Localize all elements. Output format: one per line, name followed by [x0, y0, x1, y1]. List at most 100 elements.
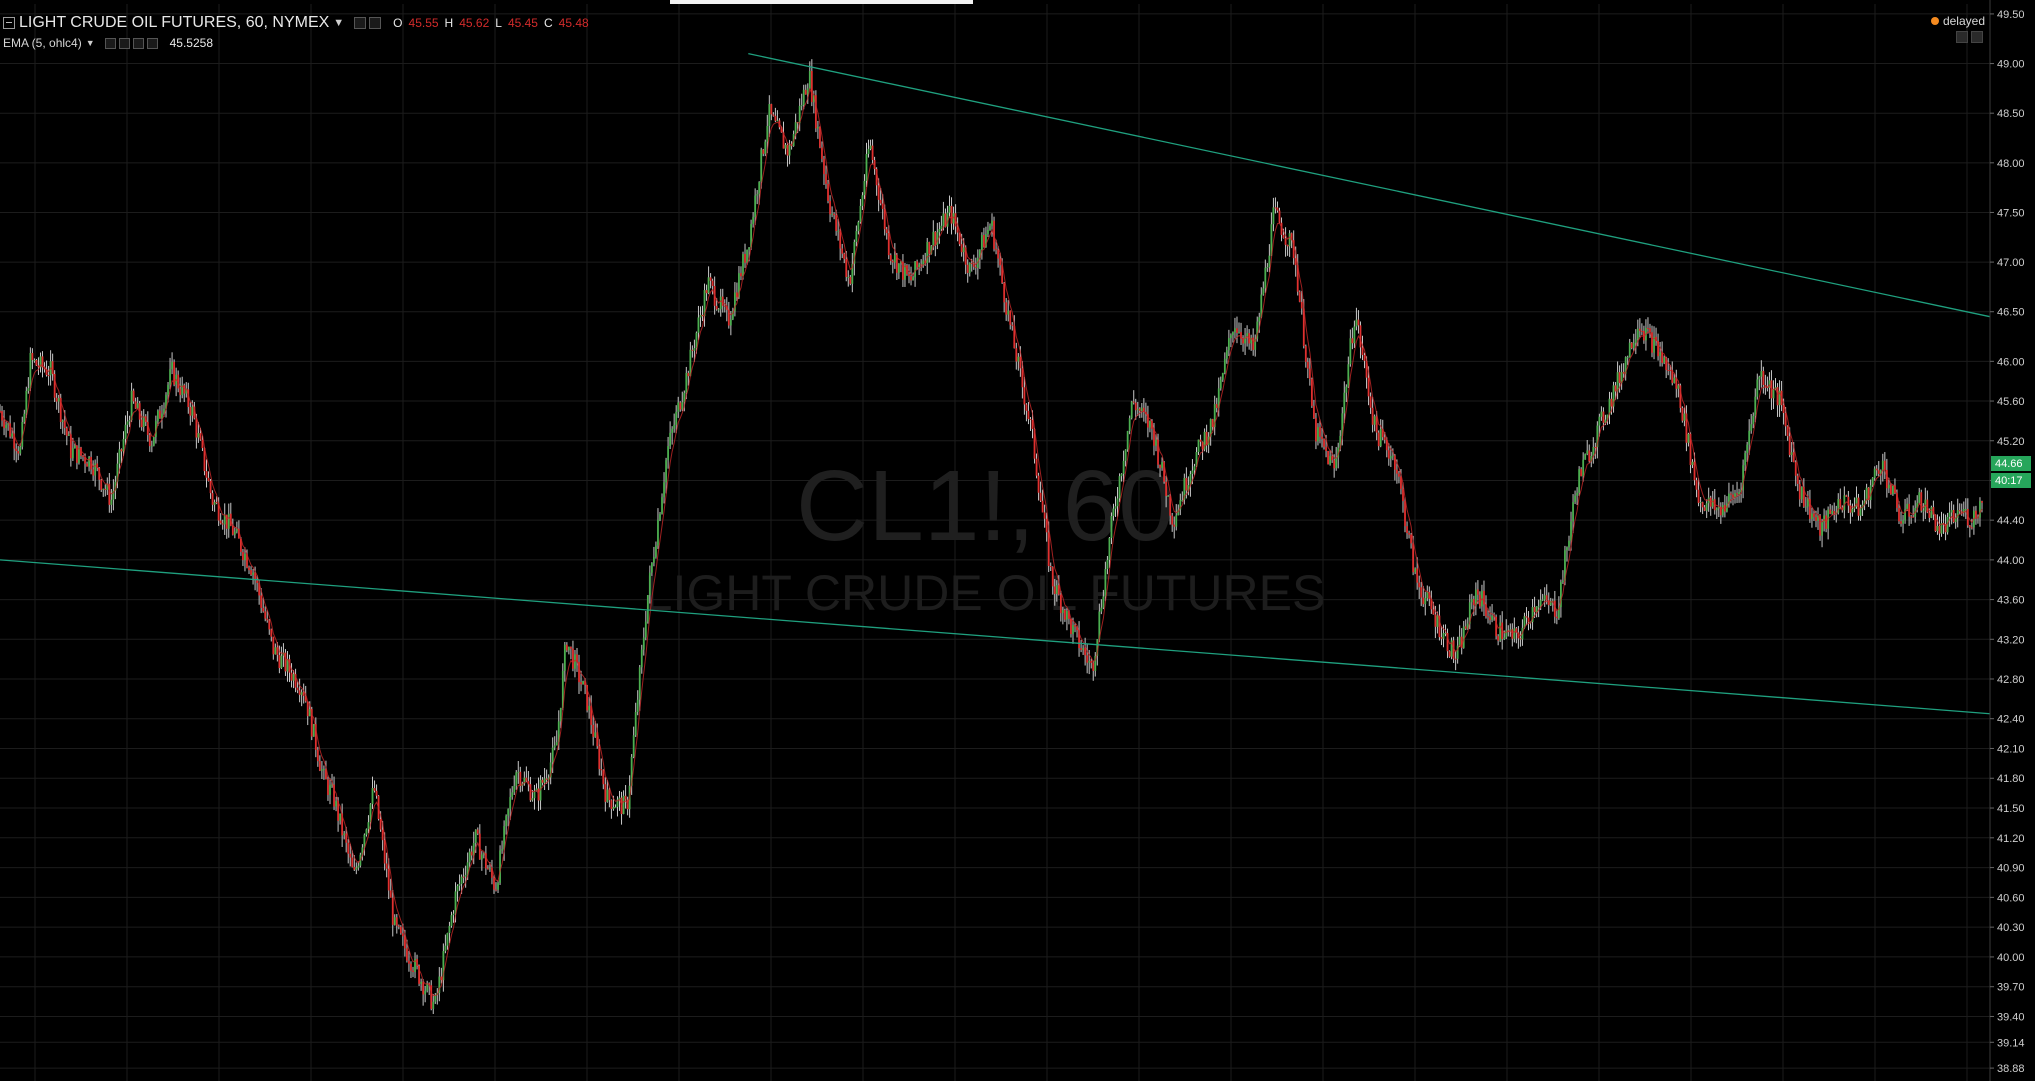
- candle: [1912, 516, 1915, 518]
- candle: [721, 296, 724, 306]
- candle: [1535, 606, 1538, 613]
- symbol-title[interactable]: LIGHT CRUDE OIL FUTURES, 60, NYMEX: [19, 14, 330, 31]
- candle: [675, 411, 678, 425]
- candle: [1074, 625, 1076, 627]
- candle: [1681, 407, 1684, 421]
- candle: [339, 813, 342, 821]
- close-icon[interactable]: [146, 37, 158, 49]
- candle: [1157, 439, 1159, 465]
- candle: [1215, 404, 1218, 409]
- candle: [1590, 455, 1593, 462]
- candle: [1885, 469, 1888, 489]
- candle: [1149, 420, 1151, 428]
- candle: [1952, 510, 1955, 523]
- hide-icon[interactable]: [369, 17, 382, 29]
- candle: [966, 264, 969, 273]
- candle: [187, 389, 190, 408]
- candle: [1339, 435, 1342, 448]
- candle: [665, 460, 667, 483]
- candle: [1653, 336, 1655, 353]
- candle: [1327, 450, 1329, 465]
- candle: [1294, 258, 1297, 266]
- candle: [646, 595, 649, 622]
- candle: [1122, 460, 1125, 474]
- candle: [1106, 559, 1109, 570]
- candle: [45, 369, 48, 376]
- indicator-row: EMA (5, ohlc4) ▼ 45.5258: [3, 35, 213, 51]
- candle: [586, 685, 589, 711]
- collapse-icon[interactable]: [3, 17, 15, 29]
- candle: [535, 788, 538, 791]
- candle: [414, 958, 416, 973]
- candle: [1819, 515, 1821, 536]
- gear-icon[interactable]: [118, 37, 130, 49]
- candle: [337, 800, 339, 821]
- candle: [195, 418, 198, 438]
- candle: [887, 233, 890, 256]
- candle: [989, 225, 991, 230]
- candle: [1201, 441, 1204, 450]
- candle: [1266, 267, 1269, 269]
- candle: [404, 936, 406, 949]
- candle: [693, 348, 696, 351]
- candle: [21, 422, 24, 447]
- candle: [1665, 357, 1668, 371]
- settings-icon[interactable]: [354, 17, 367, 29]
- candle: [1359, 325, 1362, 348]
- price-axis[interactable]: 49.50 49.00 48.50 48.00 47.50 47.00 46.50 46.00…: [1989, 0, 2035, 1081]
- candle: [1604, 419, 1607, 423]
- candle: [300, 692, 303, 695]
- candle: [1853, 506, 1856, 509]
- candle: [1519, 638, 1522, 640]
- candle: [35, 360, 38, 366]
- candle: [622, 795, 625, 814]
- eye-icon[interactable]: [104, 37, 116, 49]
- candle: [454, 891, 457, 914]
- candle: [1537, 606, 1540, 608]
- candle: [1675, 377, 1678, 389]
- candle: [685, 372, 688, 393]
- candle: [1802, 486, 1805, 507]
- candle: [1013, 325, 1016, 349]
- candle: [1389, 456, 1392, 459]
- trendlines[interactable]: [0, 52, 1991, 715]
- indicator-name[interactable]: EMA (5, ohlc4): [3, 36, 82, 50]
- candle: [752, 217, 755, 225]
- more-icon[interactable]: [132, 37, 144, 49]
- candle: [478, 833, 481, 860]
- candle: [80, 447, 82, 456]
- candle: [1883, 460, 1886, 470]
- candle: [410, 963, 412, 971]
- candle: [606, 789, 609, 802]
- chevron-down-icon[interactable]: ▼: [333, 17, 345, 29]
- candle: [910, 276, 912, 281]
- candle: [1580, 469, 1583, 477]
- candle: [1800, 486, 1803, 500]
- scale-log-icon[interactable]: [1971, 31, 1983, 43]
- candle: [1317, 427, 1319, 442]
- candle: [104, 488, 107, 490]
- scale-auto-icon[interactable]: [1956, 31, 1968, 43]
- chevron-down-icon[interactable]: ▼: [85, 38, 95, 48]
- candle: [829, 201, 831, 215]
- candle: [1151, 420, 1153, 429]
- candle: [1523, 616, 1526, 628]
- candle: [1080, 648, 1082, 650]
- axis-tick-label: 47.50: [1997, 207, 2025, 219]
- candle: [1606, 414, 1609, 420]
- candle: [1661, 352, 1664, 363]
- candle: [1195, 451, 1198, 467]
- candle: [837, 230, 840, 232]
- candle: [1889, 484, 1892, 495]
- candle: [1436, 615, 1439, 627]
- candle: [1479, 594, 1481, 607]
- candle: [817, 127, 819, 129]
- candle: [65, 428, 68, 436]
- candle: [897, 263, 900, 273]
- candle: [869, 145, 872, 149]
- candle: [221, 523, 224, 525]
- candle: [819, 127, 821, 148]
- candle: [928, 242, 931, 254]
- trendline: [748, 52, 1991, 318]
